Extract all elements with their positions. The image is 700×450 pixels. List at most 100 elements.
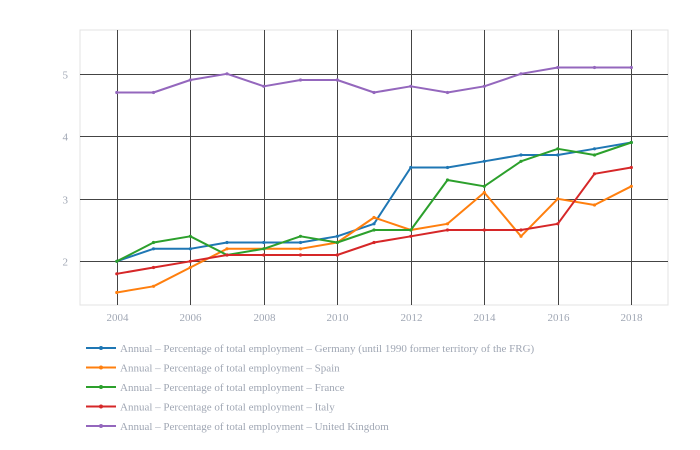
data-point[interactable] [188,234,192,238]
data-point[interactable] [445,178,450,182]
data-point[interactable] [262,240,266,245]
data-point[interactable] [298,234,303,238]
data-point[interactable] [262,84,266,88]
plot-frame [79,29,669,306]
data-point[interactable] [556,222,560,226]
legend-item[interactable]: Annual – Percentage of total employment … [86,382,345,394]
data-point[interactable] [115,259,119,263]
data-point[interactable] [262,247,266,251]
data-point[interactable] [556,197,560,201]
data-point[interactable] [482,228,486,232]
x-tick-label: 2006 [180,312,203,324]
data-point[interactable] [556,147,560,151]
legend-label: Annual – Percentage of total employment … [120,402,335,414]
x-tick-label: 2004 [107,312,130,324]
legend-marker [99,424,103,428]
data-point[interactable] [335,234,339,238]
data-point[interactable] [151,284,156,288]
series-line-4 [116,66,632,94]
legend-item[interactable]: Annual – Percentage of total employment … [86,421,389,433]
data-point[interactable] [592,147,597,151]
data-point[interactable] [298,247,303,251]
data-point[interactable] [151,90,156,95]
data-point[interactable] [519,159,523,163]
legend-label: Annual – Percentage of total employment … [120,363,340,375]
legend-marker [99,385,103,389]
series-layer [115,65,633,295]
y-tick-label: 2 [63,257,69,269]
data-point[interactable] [482,190,486,195]
data-point[interactable] [482,159,486,163]
data-point[interactable] [298,240,303,245]
y-tick-label: 3 [63,195,69,207]
legend-item[interactable]: Annual – Percentage of total employment … [86,363,340,375]
data-point[interactable] [262,253,266,257]
data-point[interactable] [298,78,303,82]
data-point[interactable] [592,172,597,176]
data-point[interactable] [556,65,560,70]
data-point[interactable] [188,247,192,251]
legend-item[interactable]: Annual – Percentage of total employment … [86,402,335,414]
data-point[interactable] [372,90,376,95]
data-point[interactable] [188,78,192,82]
x-tick-label: 2014 [474,312,497,324]
data-point[interactable] [629,65,633,70]
y-tick-label: 4 [63,132,69,144]
data-point[interactable] [482,184,486,188]
data-point[interactable] [225,253,229,257]
data-point[interactable] [592,153,597,157]
data-point[interactable] [372,222,376,226]
axis-layer: 2004 2006 2008 2010 2012 2014 2016 2018 2 3 4 5 [63,70,644,325]
data-point[interactable] [298,253,303,257]
data-point[interactable] [151,240,156,245]
data-point[interactable] [115,272,119,276]
data-point[interactable] [445,222,450,226]
x-tick-label: 2012 [401,312,423,324]
data-point[interactable] [445,228,450,232]
y-tick-label: 5 [63,70,69,82]
data-point[interactable] [115,90,119,95]
data-point[interactable] [445,90,450,95]
legend-label: Annual – Percentage of total employment … [120,343,535,355]
data-point[interactable] [519,153,523,157]
data-point[interactable] [592,203,597,207]
data-point[interactable] [445,165,450,170]
legend-label: Annual – Percentage of total employment … [120,421,389,433]
x-tick-label: 2010 [327,312,350,324]
data-point[interactable] [115,290,119,295]
series-line-3 [116,166,632,275]
data-point[interactable] [188,259,192,263]
data-point[interactable] [225,240,229,245]
data-point[interactable] [151,265,156,270]
legend: Annual – Percentage of total employment … [86,343,535,433]
data-point[interactable] [409,165,413,170]
data-point[interactable] [629,184,633,188]
data-point[interactable] [409,84,413,88]
data-point[interactable] [335,240,339,245]
legend-marker [99,365,103,370]
data-point[interactable] [592,65,597,70]
data-point[interactable] [372,228,376,232]
data-point[interactable] [372,240,376,245]
data-point[interactable] [188,265,192,270]
data-point[interactable] [629,140,633,145]
data-point[interactable] [335,253,339,257]
data-point[interactable] [151,247,156,251]
data-point[interactable] [519,234,523,238]
data-point[interactable] [225,247,229,251]
data-point[interactable] [225,72,229,76]
data-point[interactable] [556,153,560,157]
data-point[interactable] [519,72,523,76]
data-point[interactable] [335,78,339,82]
data-point[interactable] [519,228,523,232]
legend-marker [99,404,103,409]
x-tick-label: 2016 [548,312,571,324]
legend-marker [99,346,103,350]
data-point[interactable] [372,215,376,220]
legend-item[interactable]: Annual – Percentage of total employment … [86,343,535,355]
data-point[interactable] [482,84,486,88]
data-point[interactable] [409,234,413,238]
data-point[interactable] [629,165,633,170]
data-point[interactable] [409,228,413,232]
